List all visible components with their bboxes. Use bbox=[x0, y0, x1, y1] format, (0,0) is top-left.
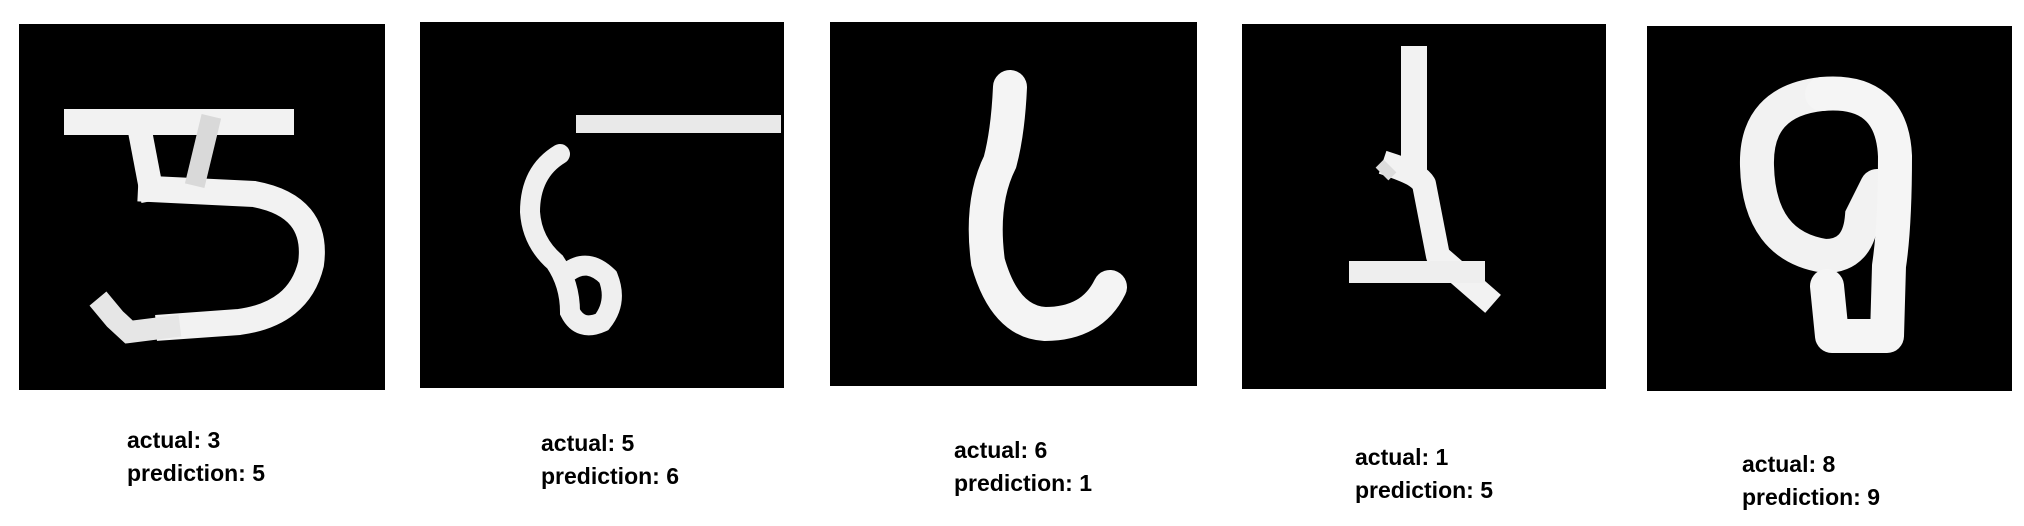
digit-image-5 bbox=[1647, 26, 2012, 391]
actual-label: actual: 3 bbox=[127, 427, 221, 453]
digit-stroke-3 bbox=[968, 70, 1127, 342]
actual-label: actual: 5 bbox=[541, 430, 635, 456]
digit-image-4 bbox=[1242, 24, 1606, 389]
digit-image-2 bbox=[420, 22, 784, 388]
prediction-label: prediction: 1 bbox=[954, 470, 1093, 496]
sample-caption-5: actual: 8 prediction: 9 bbox=[1742, 448, 1880, 514]
prediction-label: prediction: 6 bbox=[541, 463, 680, 489]
digit-stroke-2 bbox=[519, 115, 781, 336]
sample-caption-1: actual: 3 prediction: 5 bbox=[127, 424, 265, 490]
sample-caption-4: actual: 1 prediction: 5 bbox=[1355, 441, 1493, 507]
sample-caption-3: actual: 6 prediction: 1 bbox=[954, 434, 1092, 500]
digit-stroke-1 bbox=[64, 109, 325, 344]
digit-image-3 bbox=[830, 22, 1197, 386]
prediction-label: prediction: 5 bbox=[1355, 477, 1494, 503]
actual-label: actual: 1 bbox=[1355, 444, 1449, 470]
prediction-label: prediction: 9 bbox=[1742, 484, 1881, 510]
actual-label: actual: 6 bbox=[954, 437, 1048, 463]
actual-label: actual: 8 bbox=[1742, 451, 1836, 477]
digit-stroke-4 bbox=[1349, 46, 1501, 313]
prediction-label: prediction: 5 bbox=[127, 460, 266, 486]
sample-caption-2: actual: 5 prediction: 6 bbox=[541, 427, 679, 493]
digit-stroke-5 bbox=[1739, 76, 1912, 353]
digit-image-1 bbox=[19, 24, 385, 390]
